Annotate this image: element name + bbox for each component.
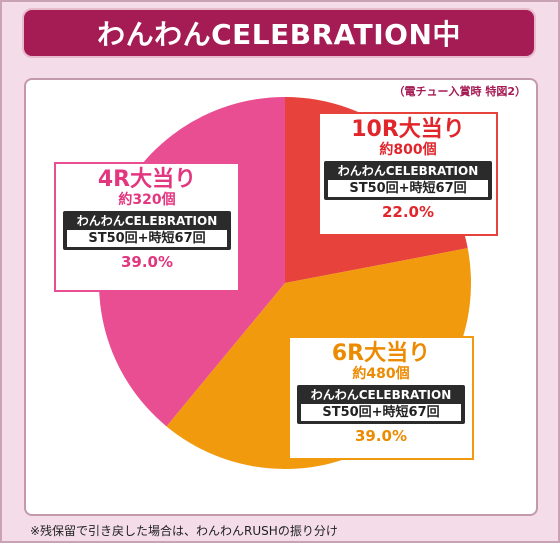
slice-label-mode-box: わんわんCELEBRATION ST50回+時短67回 (63, 211, 231, 250)
slice-label-payout: 約800個 (379, 142, 437, 158)
slice-label-mode-box: わんわんCELEBRATION ST50回+時短67回 (324, 161, 492, 200)
slice-label-title: 10R大当り (351, 117, 465, 142)
slice-label-title: 6R大当り (331, 341, 431, 366)
slice-label-mode: わんわんCELEBRATION (76, 214, 218, 228)
slice-label-payout: 約480個 (352, 366, 410, 382)
slice-label-percent: 39.0% (354, 427, 408, 445)
chart-subtitle: （電チュー入賞時 特図2） (393, 85, 526, 98)
slice-label-title: 4R大当り (97, 167, 197, 192)
slice-label-st: ST50回+時短67回 (301, 404, 461, 421)
slice-label-percent: 39.0% (120, 253, 174, 271)
slice-label-4r: 4R大当り 約320個 わんわんCELEBRATION ST50回+時短67回 … (54, 162, 240, 292)
chart-title: わんわんCELEBRATION中 (22, 8, 536, 58)
slice-label-st: ST50回+時短67回 (67, 230, 227, 247)
slice-label-payout: 約320個 (118, 192, 176, 208)
slice-label-mode: わんわんCELEBRATION (337, 164, 479, 178)
slice-label-mode-box: わんわんCELEBRATION ST50回+時短67回 (297, 385, 465, 424)
slice-label-10r: 10R大当り 約800個 わんわんCELEBRATION ST50回+時短67回… (318, 112, 498, 236)
slice-label-6r: 6R大当り 約480個 わんわんCELEBRATION ST50回+時短67回 … (288, 336, 474, 460)
slice-label-mode: わんわんCELEBRATION (310, 388, 452, 402)
slice-label-percent: 22.0% (381, 203, 435, 221)
slice-label-st: ST50回+時短67回 (328, 180, 488, 197)
chart-title-text: わんわんCELEBRATION中 (97, 18, 461, 51)
footnote: ※残保留で引き戻した場合は、わんわんRUSHの振り分け (30, 524, 338, 538)
